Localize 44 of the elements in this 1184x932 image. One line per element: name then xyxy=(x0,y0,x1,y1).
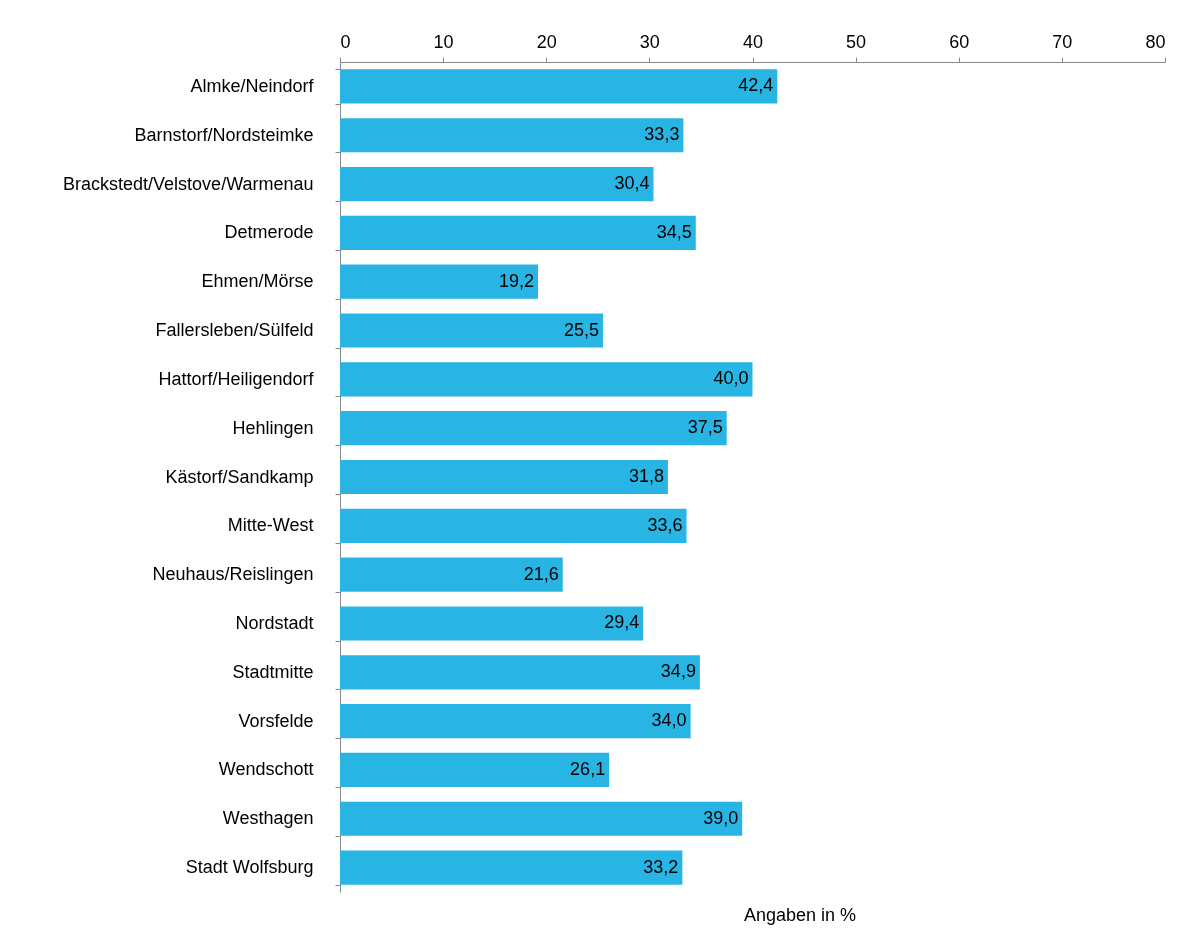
data-label: 29,4 xyxy=(604,612,640,633)
y-tick-label: Westhagen xyxy=(222,808,314,829)
data-label: 39,0 xyxy=(703,807,739,828)
y-tick-label: Hattorf/Heiligendorf xyxy=(158,368,315,389)
x-tick-label: 0 xyxy=(340,31,351,52)
data-label: 31,8 xyxy=(628,466,664,486)
data-label: 26,1 xyxy=(570,758,606,779)
x-tick-label: 50 xyxy=(846,31,867,52)
data-label: 19,2 xyxy=(498,270,534,291)
x-tick-label: 60 xyxy=(949,31,970,52)
data-label: 37,5 xyxy=(687,417,723,438)
data-label: 33,3 xyxy=(644,124,680,145)
y-tick-label: Ehmen/Mörse xyxy=(201,271,314,292)
y-tick-label: Stadtmitte xyxy=(232,661,314,682)
data-label: 42,4 xyxy=(738,75,774,96)
x-tick-label: 40 xyxy=(742,31,764,52)
y-tick-label: Mitte-West xyxy=(227,515,314,536)
data-label: 21,6 xyxy=(523,563,559,584)
data-label: 34,9 xyxy=(660,661,696,682)
data-label: 34,5 xyxy=(656,221,692,242)
data-label: 25,5 xyxy=(563,319,599,340)
x-tick-label: 20 xyxy=(536,31,557,52)
data-label: 33,2 xyxy=(643,856,679,877)
y-tick-label: Barnstorf/Nordsteimke xyxy=(134,124,314,145)
x-axis-title: Angaben in % xyxy=(743,905,857,925)
y-tick-label: Hehlingen xyxy=(232,417,314,438)
x-tick-label: 70 xyxy=(1052,31,1073,52)
data-label: 33,6 xyxy=(647,514,683,535)
data-label: 30,4 xyxy=(614,173,650,194)
y-tick-label: Wendschott xyxy=(218,759,314,780)
y-tick-label: Fallersleben/Sülfeld xyxy=(155,320,314,341)
y-tick-label: Stadt Wolfsburg xyxy=(185,857,314,878)
y-tick-label: Nordstadt xyxy=(235,612,314,633)
x-tick-label: 80 xyxy=(1145,31,1166,52)
y-tick-label: Neuhaus/Reislingen xyxy=(152,564,314,585)
x-tick-label: 30 xyxy=(639,31,660,52)
y-tick-label: Kästorf/Sandkamp xyxy=(165,466,314,487)
data-label: 40,0 xyxy=(713,368,749,389)
y-tick-label: Brackstedt/Velstove/Warmenau xyxy=(63,173,314,194)
data-label: 34,0 xyxy=(651,710,687,731)
y-tick-label: Vorsfelde xyxy=(238,710,314,731)
y-tick-label: Detmerode xyxy=(224,222,314,243)
y-tick-label: Almke/Neindorf xyxy=(190,75,315,96)
x-tick-label: 10 xyxy=(433,31,454,52)
